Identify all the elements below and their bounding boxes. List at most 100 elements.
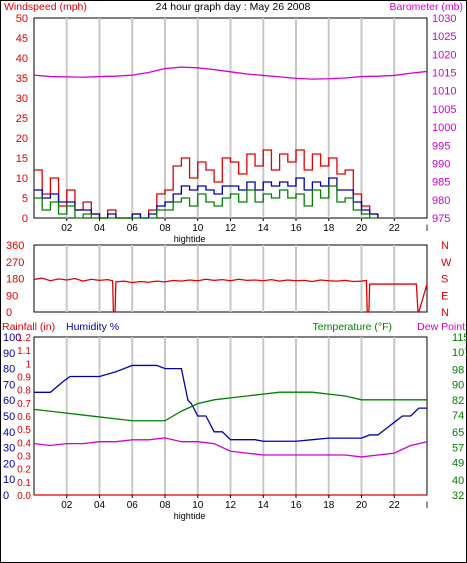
climate-x-end-label: I — [426, 500, 429, 510]
temperature-tick-label: 57 — [452, 442, 464, 454]
temperature-tick-label: 98 — [452, 364, 464, 376]
barometer-tick-label: 1010 — [432, 86, 456, 98]
direction-compass-label: S — [441, 274, 448, 286]
windspeed-label: Windspeed (mph) — [4, 1, 87, 13]
climate-x-tick-label: 16 — [290, 500, 302, 511]
direction-compass-label: W — [441, 257, 452, 269]
barometer-tick-label: 990 — [432, 158, 450, 170]
wind-x-tick-label: 14 — [258, 223, 270, 234]
barometer-line — [33, 66, 428, 80]
humidity-line — [34, 364, 427, 442]
rainfall-tick-label: 0.3 — [17, 452, 31, 463]
direction-degree-label: 90 — [6, 290, 18, 302]
barometer-tick-label: 1000 — [432, 122, 456, 134]
rainfall-tick-label: 0.2 — [17, 465, 31, 476]
humidity-label: Humidity % — [66, 321, 119, 333]
wind-x-tick-label: 02 — [61, 223, 73, 234]
wind-x-tick-label: 10 — [192, 223, 204, 234]
wind-direction-line — [33, 277, 428, 313]
graph-title: 24 hour graph day : May 26 2008 — [156, 1, 311, 13]
wind-x-tick-label: 12 — [225, 223, 237, 234]
temperature-tick-label: 49 — [452, 458, 464, 470]
rainfall-tick-label: 0.5 — [17, 425, 31, 436]
climate-x-tick-label: 06 — [127, 500, 139, 511]
wind-speed-line — [34, 185, 378, 219]
barometer-tick-label: 985 — [432, 177, 450, 189]
wind-x-tick-label: 18 — [323, 223, 335, 234]
wind-average-line — [34, 177, 379, 219]
rainfall-tick-label: 0.9 — [17, 373, 31, 384]
wind-x-end-label: I — [426, 223, 429, 233]
barometer-tick-label: 1020 — [432, 49, 456, 61]
barometer-tick-label: 1005 — [432, 104, 456, 116]
wind-hightide-label: hightide — [174, 234, 206, 244]
climate-hightide-label: hightide — [174, 511, 206, 521]
humidity-tick-label: 80 — [3, 364, 15, 376]
wind-x-tick-label: 20 — [356, 223, 368, 234]
climate-x-tick-label: 08 — [159, 500, 171, 511]
humidity-tick-label: 90 — [3, 348, 15, 360]
climate-x-tick-label: 02 — [61, 500, 73, 511]
barometer-label: Barometer (mb) — [389, 1, 463, 13]
temperature-tick-label: 115 — [452, 332, 467, 344]
temperature-tick-label: 74 — [452, 410, 464, 422]
windspeed-tick-label: 15 — [16, 153, 28, 165]
rainfall-tick-label: 0.6 — [17, 412, 31, 423]
wind-x-tick-label: 16 — [290, 223, 302, 234]
climate-x-tick-label: 18 — [323, 500, 335, 511]
direction-compass-label: N — [441, 240, 449, 252]
humidity-tick-label: 70 — [3, 379, 15, 391]
humidity-tick-label: 60 — [3, 395, 15, 407]
humidity-tick-label: 20 — [3, 458, 15, 470]
climate-x-tick-label: 10 — [192, 500, 204, 511]
windspeed-tick-label: 30 — [16, 93, 28, 105]
barometer-tick-label: 995 — [432, 140, 450, 152]
temperature-tick-label: 107 — [452, 347, 467, 359]
climate-x-tick-label: 20 — [356, 500, 368, 511]
temperature-tick-label: 32 — [452, 490, 464, 502]
windspeed-tick-label: 25 — [16, 113, 28, 125]
direction-degree-label: 0 — [6, 307, 12, 319]
temperature-tick-label: 40 — [452, 475, 464, 487]
temperature-tick-label: 65 — [452, 427, 464, 439]
rainfall-tick-label: 0.0 — [17, 491, 31, 502]
temperature-tick-label: 82 — [452, 395, 464, 407]
climate-x-tick-label: 14 — [258, 500, 270, 511]
barometer-tick-label: 980 — [432, 195, 450, 207]
rainfall-tick-label: 1.1 — [17, 346, 31, 357]
rainfall-tick-label: 0.7 — [17, 399, 31, 410]
windspeed-tick-label: 35 — [16, 73, 28, 85]
barometer-tick-label: 1015 — [432, 68, 456, 80]
temperature-label: Temperature (°F) — [313, 321, 392, 333]
windspeed-tick-label: 0 — [22, 213, 28, 225]
windspeed-tick-label: 10 — [16, 173, 28, 185]
rainfall-tick-label: 0.1 — [17, 478, 31, 489]
temperature-tick-label: 90 — [452, 380, 464, 392]
dewpoint-label: Dew Point — [417, 321, 465, 333]
barometer-tick-label: 975 — [432, 213, 450, 225]
rainfall-tick-label: 1.2 — [17, 333, 31, 344]
direction-compass-label: E — [441, 290, 448, 302]
direction-degree-label: 180 — [6, 274, 24, 286]
humidity-tick-label: 50 — [3, 411, 15, 423]
direction-degree-label: 270 — [6, 257, 24, 269]
wind-x-tick-label: 08 — [159, 223, 171, 234]
temperature-line — [33, 391, 427, 422]
direction-degree-label: 360 — [6, 240, 24, 252]
rainfall-tick-label: 0.4 — [17, 438, 31, 449]
windspeed-tick-label: 50 — [16, 13, 28, 25]
windspeed-tick-label: 45 — [16, 33, 28, 45]
rainfall-tick-label: 0.8 — [17, 386, 31, 397]
windspeed-tick-label: 5 — [22, 193, 28, 205]
humidity-tick-label: 0 — [3, 490, 9, 502]
rainfall-label: Rainfall (in) — [2, 321, 55, 333]
humidity-tick-label: 10 — [3, 474, 15, 486]
wind-x-tick-label: 04 — [94, 223, 106, 234]
climate-x-tick-label: 12 — [225, 500, 237, 511]
climate-x-tick-label: 04 — [94, 500, 106, 511]
climate-x-tick-label: 22 — [389, 500, 401, 511]
barometer-tick-label: 1025 — [432, 31, 456, 43]
wind-x-tick-label: 22 — [389, 223, 401, 234]
